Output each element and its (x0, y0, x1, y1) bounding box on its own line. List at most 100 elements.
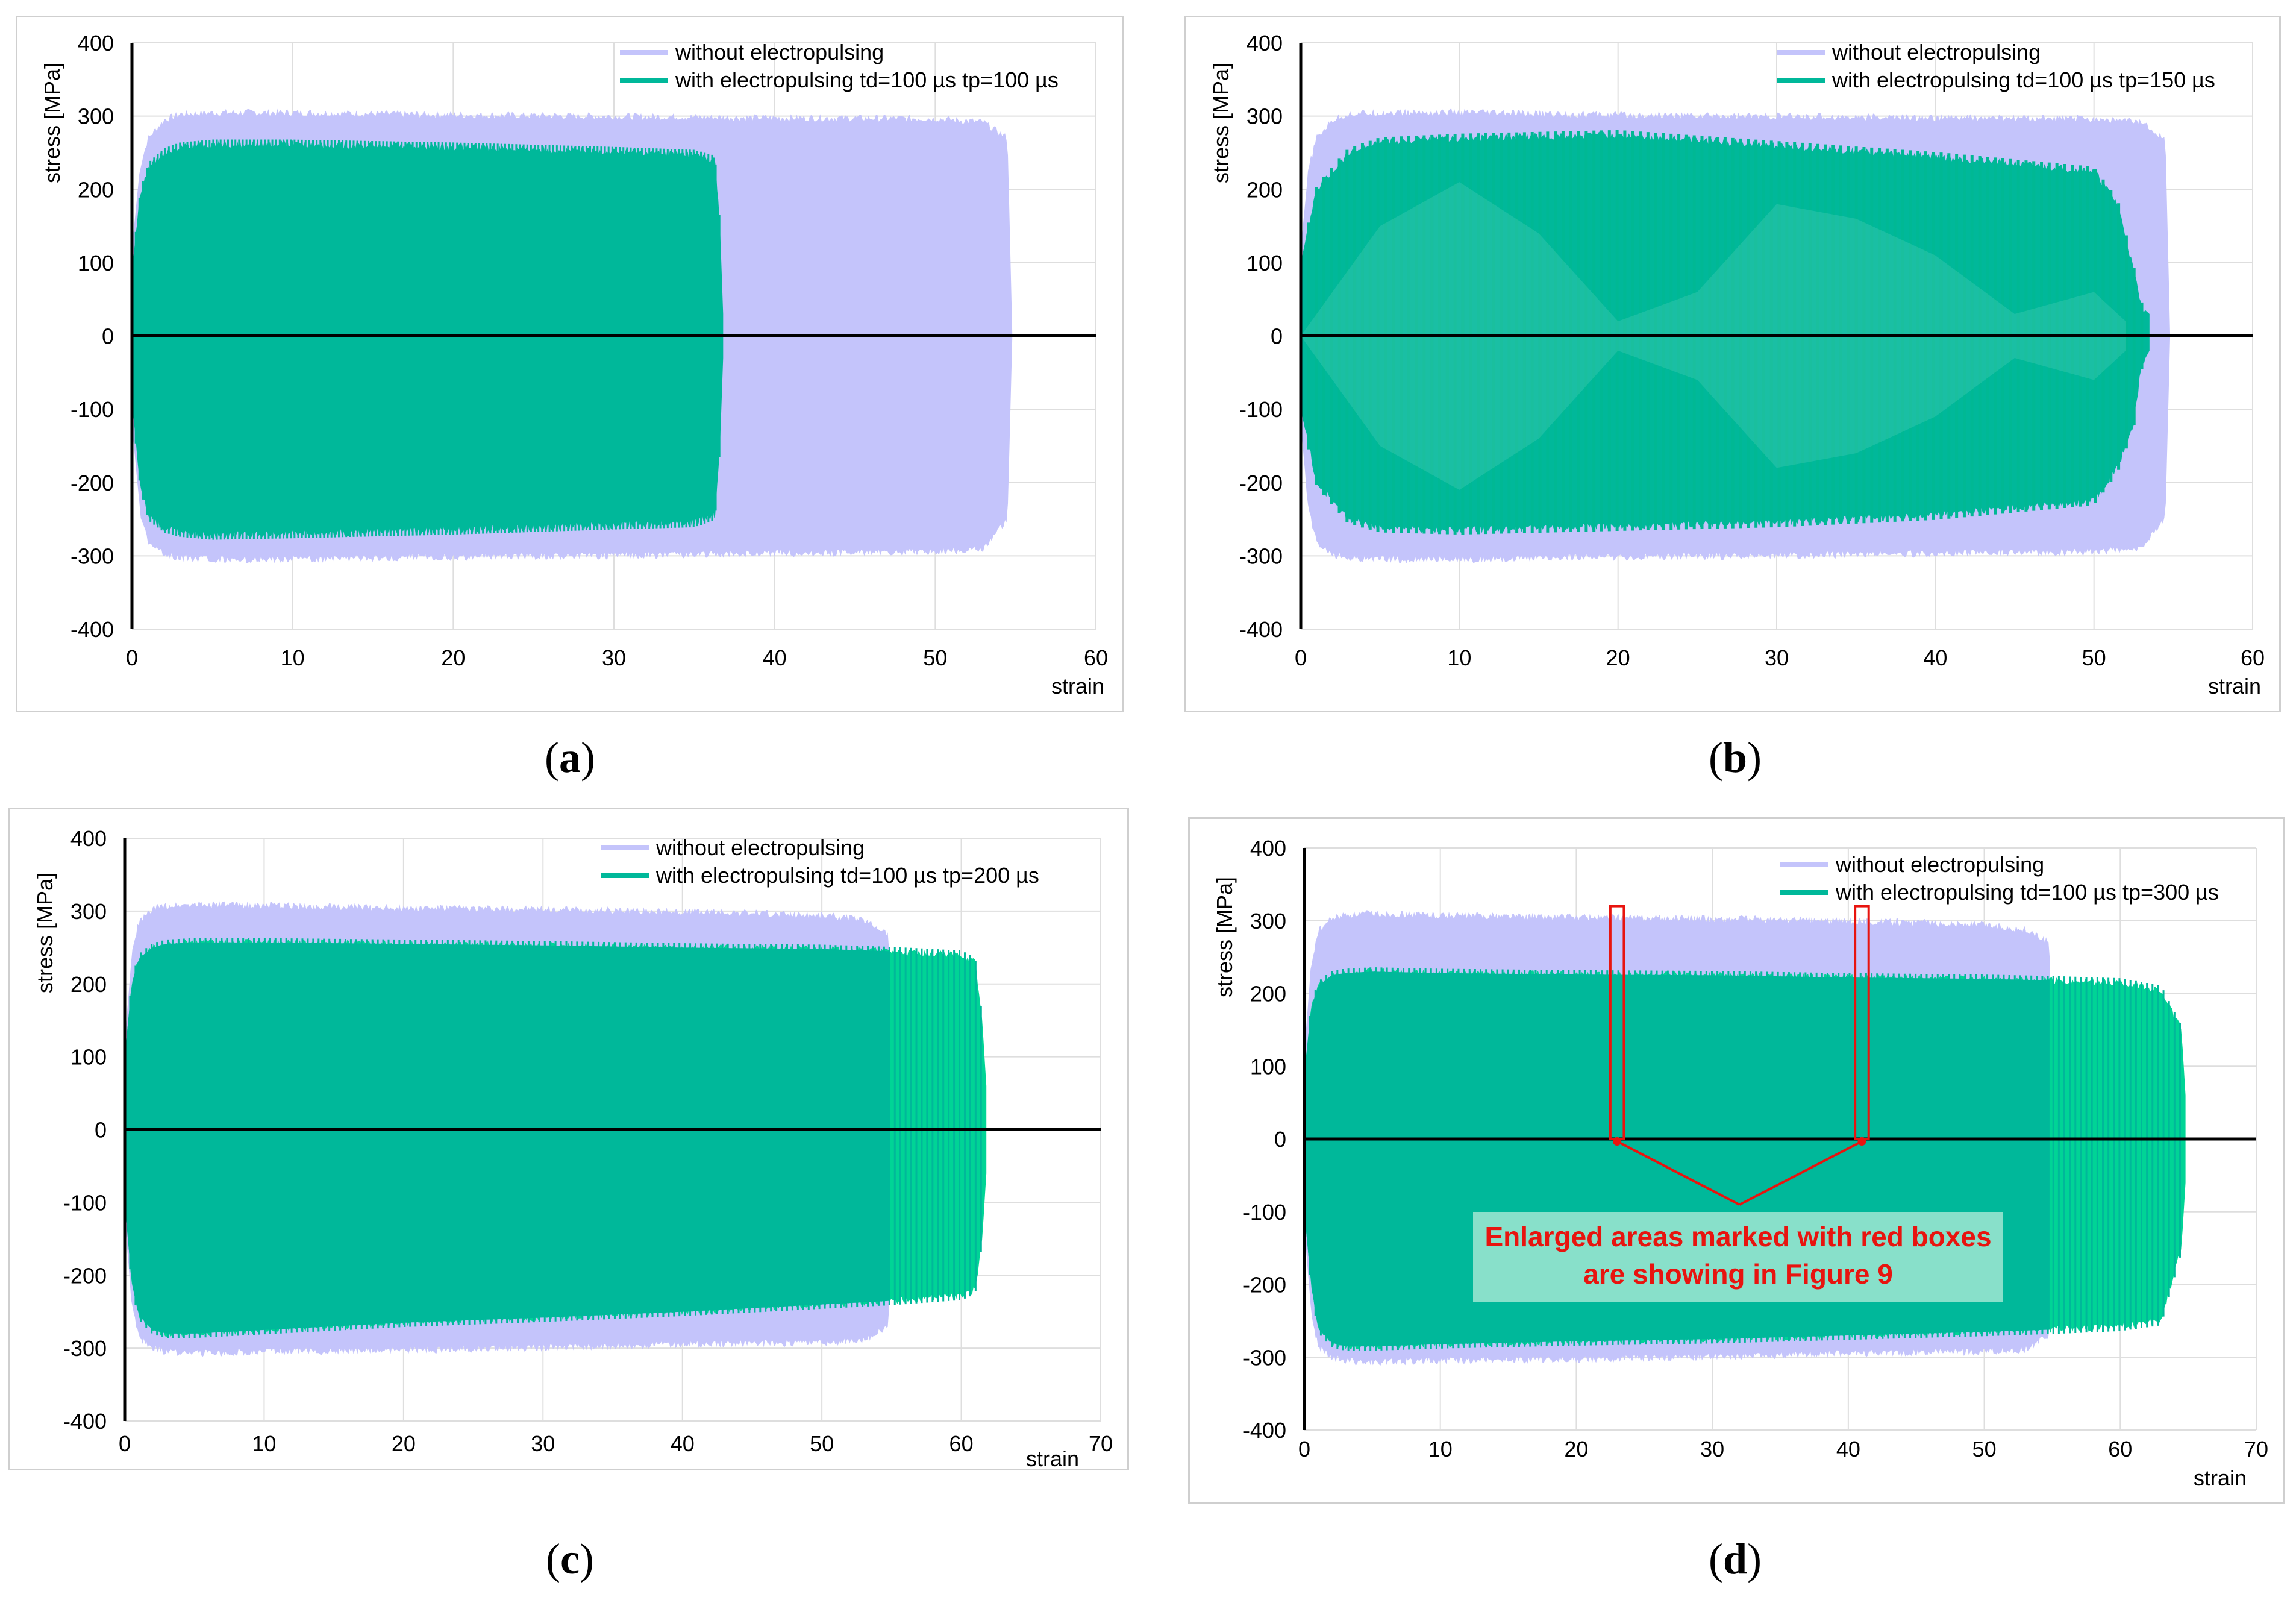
series-with-electropulsing (1301, 130, 2150, 535)
series-with-electropulsing (125, 938, 987, 1338)
y-tick-label: 400 (70, 826, 107, 851)
x-tick-label: 40 (1923, 645, 1947, 670)
y-tick-label: 100 (70, 1045, 107, 1070)
y-tick-label: -200 (63, 1263, 107, 1288)
chart-c: 400 300 200 100 0 -100 -200 -300 -400 0 10 20 30 40 50… (33, 826, 1113, 1471)
x-tick-label: 0 (126, 645, 138, 670)
y-tick-label: 0 (1274, 1127, 1286, 1152)
axes: 400 300 200 100 0 -100 -200 -300 -400 0 10 20 30 40 50… (40, 31, 1108, 698)
x-tick-label: 10 (252, 1431, 276, 1456)
legend-label: without electropulsing (675, 40, 884, 64)
caption-a: (a) (545, 733, 595, 782)
series-with-electropulsing (132, 139, 724, 540)
y-tick-label: 100 (1250, 1054, 1286, 1079)
y-tick-label: 200 (1250, 982, 1286, 1006)
x-tick-label: 50 (923, 645, 947, 670)
x-tick-label: 0 (1298, 1437, 1310, 1461)
y-tick-label: 0 (95, 1118, 107, 1143)
y-tick-label: -100 (63, 1190, 107, 1215)
annotation-box: Enlarged areas marked with red boxes are… (1473, 1212, 2003, 1302)
caption-c: (c) (546, 1535, 594, 1583)
x-tick-label: 20 (1606, 645, 1630, 670)
legend-label: with electropulsing td=100 µs tp=200 µs (655, 863, 1039, 888)
legend-label: with electropulsing td=100 µs tp=300 µs (1835, 880, 2219, 905)
y-tick-label: -300 (1243, 1345, 1286, 1370)
x-tick-label: 20 (1564, 1437, 1588, 1461)
chart-a: 400 300 200 100 0 -100 -200 -300 -400 0 10 20 30 40 50… (40, 31, 1108, 698)
y-tick-label: 400 (1247, 31, 1283, 55)
y-tick-label: 300 (1247, 104, 1283, 129)
y-tick-label: -400 (70, 617, 114, 642)
annotation (1609, 905, 1870, 1206)
axes: 400 300 200 100 0 -100 -200 -300 -400 0 10 20 30 40 50… (33, 826, 1113, 1471)
legend-label: without electropulsing (1831, 40, 2041, 64)
x-axis-label: strain (1051, 674, 1104, 698)
x-tick-label: 50 (1972, 1437, 1997, 1461)
y-tick-label: -400 (63, 1409, 107, 1434)
chart-b: 400 300 200 100 0 -100 -200 -300 -400 0 10 20 30 40 50… (1209, 31, 2265, 698)
x-tick-label: 50 (2082, 645, 2106, 670)
annotation-arrow (1616, 1140, 1741, 1206)
y-tick-label: -300 (1239, 544, 1283, 568)
y-axis-label: stress [MPa] (1212, 877, 1237, 997)
legend: without electropulsing with electropulsin… (1780, 852, 2219, 905)
y-tick-label: -200 (1243, 1273, 1286, 1297)
legend: without electropulsing with electropulsin… (601, 835, 1039, 888)
y-tick-label: -200 (70, 471, 114, 495)
x-tick-label: 30 (1700, 1437, 1724, 1461)
x-tick-label: 60 (2108, 1437, 2132, 1461)
annotation-arrow (1739, 1140, 1863, 1206)
legend: without electropulsing with electropulsin… (620, 40, 1059, 92)
y-tick-label: -100 (70, 397, 114, 422)
y-tick-label: 0 (102, 324, 114, 349)
legend-label: without electropulsing (655, 835, 865, 860)
y-tick-label: -100 (1239, 397, 1283, 422)
x-tick-label: 30 (531, 1431, 555, 1456)
y-tick-label: 200 (1247, 177, 1283, 202)
y-tick-label: -400 (1239, 617, 1283, 642)
y-tick-label: 200 (78, 177, 114, 202)
chart-panel-c: 400 300 200 100 0 -100 -200 -300 -400 0 10 20 30 40 50… (8, 808, 1129, 1471)
y-tick-label: 400 (78, 31, 114, 55)
y-axis-label: stress [MPa] (1209, 63, 1233, 183)
caption-b: (b) (1708, 733, 1762, 782)
legend-label: without electropulsing (1835, 852, 2044, 877)
x-tick-label: 40 (1836, 1437, 1860, 1461)
y-tick-label: -300 (70, 544, 114, 568)
x-tick-label: 10 (1447, 645, 1471, 670)
y-tick-label: 300 (70, 899, 107, 924)
caption-d: (d) (1708, 1535, 1762, 1583)
y-axis-label: stress [MPa] (33, 873, 57, 993)
y-tick-label: 400 (1250, 836, 1286, 861)
legend: without electropulsing with electropulsin… (1777, 40, 2215, 92)
annotation-arrow-head (1613, 1137, 1622, 1146)
x-tick-label: 0 (1295, 645, 1307, 670)
x-tick-label: 0 (119, 1431, 131, 1456)
annotation-line-1: Enlarged areas marked with red boxes (1484, 1221, 1992, 1252)
x-tick-label: 40 (763, 645, 787, 670)
x-axis-label: strain (2208, 674, 2261, 698)
legend-label: with electropulsing td=100 µs tp=150 µs (1831, 67, 2215, 92)
x-tick-label: 30 (1765, 645, 1789, 670)
x-tick-label: 10 (1428, 1437, 1453, 1461)
oscillation-lines (129, 938, 982, 1338)
legend-label: with electropulsing td=100 µs tp=100 µs (675, 67, 1059, 92)
chart-panel-b: 400 300 200 100 0 -100 -200 -300 -400 0 10 20 30 40 50… (1184, 16, 2281, 712)
annotation-arrow-head (1857, 1137, 1866, 1146)
x-tick-label: 70 (2244, 1437, 2268, 1461)
axes: 400 300 200 100 0 -100 -200 -300 -400 0 10 20 30 40 50… (1209, 31, 2265, 698)
annotation-line-2: are showing in Figure 9 (1583, 1258, 1893, 1290)
y-tick-label: 100 (1247, 251, 1283, 275)
x-tick-label: 30 (602, 645, 626, 670)
y-tick-label: -300 (63, 1336, 107, 1361)
x-tick-label: 10 (281, 645, 305, 670)
x-tick-label: 60 (1084, 645, 1108, 670)
chart-d: 400 300 200 100 0 -100 -200 -300 -400 0 10 20 30 40 50… (1212, 836, 2268, 1490)
y-tick-label: -400 (1243, 1418, 1286, 1443)
y-tick-label: 300 (78, 104, 114, 129)
y-axis-label: stress [MPa] (40, 63, 64, 183)
y-tick-label: 0 (1271, 324, 1283, 349)
x-axis-label: strain (2194, 1466, 2247, 1490)
x-tick-label: 60 (949, 1431, 974, 1456)
x-tick-label: 20 (392, 1431, 416, 1456)
